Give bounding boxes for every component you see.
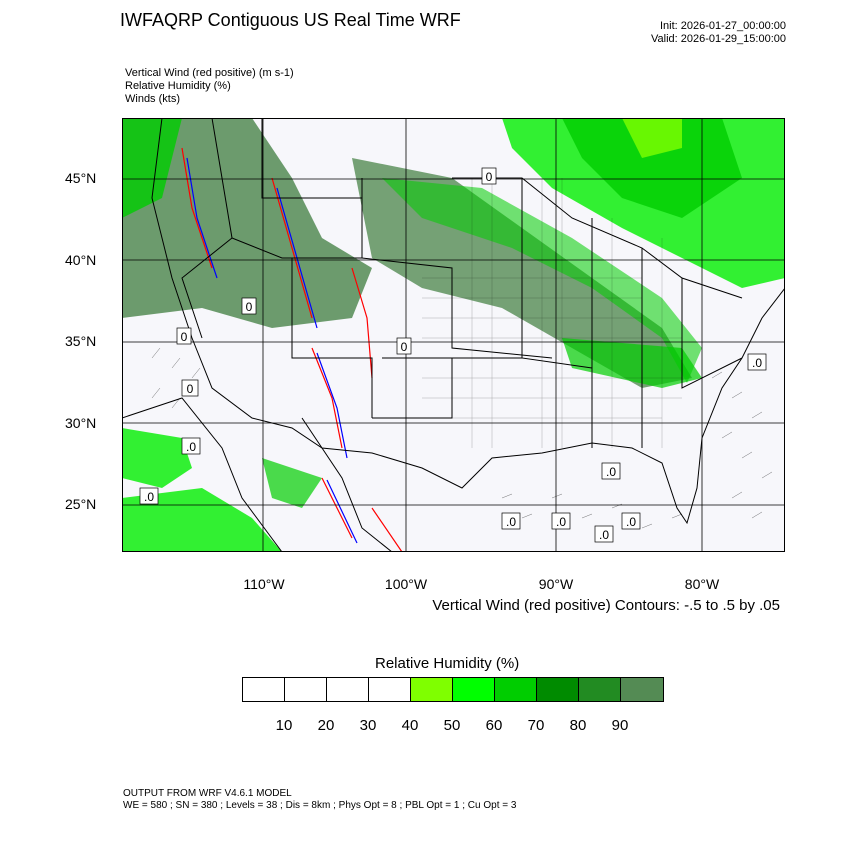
contour-label: 0 [481,167,497,185]
colorbar-label: 90 [611,717,629,734]
svg-text:.0: .0 [599,528,609,542]
contour-label: .0 [501,512,521,530]
field-vertical-wind: Vertical Wind (red positive) (m s-1) [125,67,294,79]
model-config: WE = 580 ; SN = 380 ; Levels = 38 ; Dis … [123,800,517,811]
lon-label-100w: 100°W [384,576,428,592]
contour-labels: 0 0 0 0 0 .0 .0 .0 .0 .0 .0 .0 .0 [139,167,767,543]
contour-label: .0 [139,487,159,505]
svg-text:.0: .0 [144,490,154,504]
colorbar-swatch [327,678,369,701]
colorbar-label: 10 [275,717,293,734]
model-info: OUTPUT FROM WRF V4.6.1 MODEL [123,788,292,799]
svg-text:0: 0 [187,382,194,396]
rh-band-northeast-dark [562,118,742,218]
colorbar-label: 50 [443,717,461,734]
colorbar-label: 80 [569,717,587,734]
contour-label: .0 [181,437,201,455]
lat-label-35: 35°N [65,333,97,349]
colorbar-swatch [243,678,285,701]
map-frame [122,118,785,552]
contour-label: .0 [551,512,571,530]
colorbar [242,677,664,702]
svg-text:.0: .0 [186,440,196,454]
colorbar-swatch [453,678,495,701]
colorbar-label: 20 [317,717,335,734]
contour-label: .0 [621,512,641,530]
contour-label: 0 [241,297,257,315]
vertical-wind-streaks [181,147,403,552]
rh-band-plains-edge [382,178,702,383]
contour-label: .0 [601,462,621,480]
colorbar-title: Relative Humidity (%) [375,655,520,672]
contour-description: Vertical Wind (red positive) Contours: -… [432,597,780,614]
svg-text:.0: .0 [752,356,762,370]
colorbar-swatch [579,678,621,701]
contour-label: 0 [396,337,412,355]
colorbar-label: 60 [485,717,503,734]
colorbar-swatch [369,678,411,701]
state-borders [122,118,785,552]
svg-text:.0: .0 [606,465,616,479]
svg-text:0: 0 [401,340,408,354]
field-winds: Winds (kts) [125,93,180,105]
svg-text:.0: .0 [626,515,636,529]
lon-label-80w: 80°W [684,576,720,592]
valid-time: Valid: 2026-01-29_15:00:00 [651,33,786,45]
contour-label: 0 [176,327,192,345]
contour-label: .0 [747,353,767,371]
svg-text:0: 0 [246,300,253,314]
map-title: IWFAQRP Contiguous US Real Time WRF [120,10,461,30]
rh-band-mexico [122,428,192,488]
lat-label-40: 40°N [65,252,97,268]
colorbar-label: 70 [527,717,545,734]
contour-label: .0 [594,525,614,543]
rh-band-northwest-light [122,118,182,218]
lat-label-45: 45°N [65,170,97,186]
colorbar-swatch [495,678,537,701]
graticule [122,118,785,552]
svg-text:0: 0 [486,170,493,184]
contour-label: 0 [181,379,199,397]
lat-label-30: 30°N [65,415,97,431]
colorbar-label: 30 [359,717,377,734]
lon-label-90w: 90°W [538,576,574,592]
svg-text:.0: .0 [506,515,516,529]
lon-label-110w: 110°W [243,576,285,592]
field-relative-humidity: Relative Humidity (%) [125,80,231,92]
weather-map: 0 0 0 0 0 .0 .0 .0 .0 .0 .0 .0 .0 [122,118,785,552]
wind-barbs [151,347,773,529]
svg-text:.0: .0 [556,515,566,529]
svg-text:0: 0 [181,330,188,344]
lat-label-25: 25°N [65,496,97,512]
colorbar-label: 40 [401,717,419,734]
colorbar-swatch [621,678,663,701]
colorbar-swatch [285,678,327,701]
colorbar-swatch [537,678,579,701]
init-time: Init: 2026-01-27_00:00:00 [660,20,786,32]
colorbar-swatch [411,678,453,701]
